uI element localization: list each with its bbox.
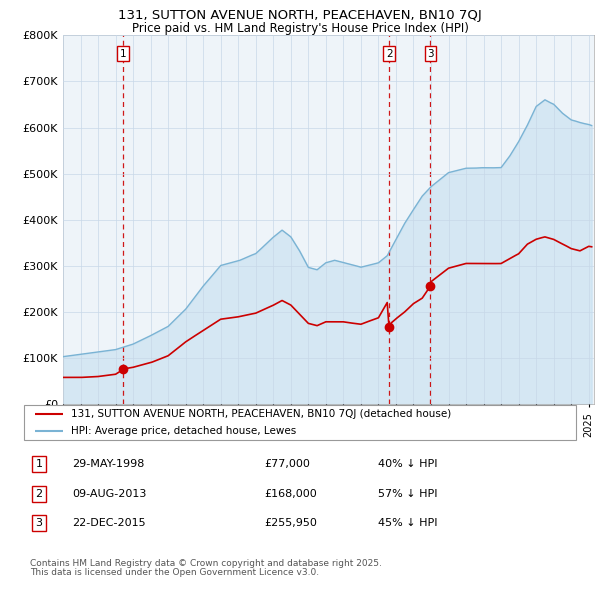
Text: 131, SUTTON AVENUE NORTH, PEACEHAVEN, BN10 7QJ: 131, SUTTON AVENUE NORTH, PEACEHAVEN, BN… <box>118 9 482 22</box>
Text: 29-MAY-1998: 29-MAY-1998 <box>72 460 145 469</box>
Text: 131, SUTTON AVENUE NORTH, PEACEHAVEN, BN10 7QJ (detached house): 131, SUTTON AVENUE NORTH, PEACEHAVEN, BN… <box>71 409 451 419</box>
Text: 3: 3 <box>427 49 434 59</box>
Text: 2: 2 <box>35 489 43 499</box>
Text: This data is licensed under the Open Government Licence v3.0.: This data is licensed under the Open Gov… <box>30 568 319 577</box>
Text: HPI: Average price, detached house, Lewes: HPI: Average price, detached house, Lewe… <box>71 426 296 436</box>
Text: 40% ↓ HPI: 40% ↓ HPI <box>378 460 437 469</box>
Text: £255,950: £255,950 <box>264 519 317 528</box>
Text: 09-AUG-2013: 09-AUG-2013 <box>72 489 146 499</box>
Text: £168,000: £168,000 <box>264 489 317 499</box>
Text: 1: 1 <box>35 460 43 469</box>
Text: Price paid vs. HM Land Registry's House Price Index (HPI): Price paid vs. HM Land Registry's House … <box>131 22 469 35</box>
Text: Contains HM Land Registry data © Crown copyright and database right 2025.: Contains HM Land Registry data © Crown c… <box>30 559 382 568</box>
Text: 3: 3 <box>35 519 43 528</box>
Text: 57% ↓ HPI: 57% ↓ HPI <box>378 489 437 499</box>
Text: 2: 2 <box>386 49 392 59</box>
Text: 1: 1 <box>119 49 126 59</box>
Text: £77,000: £77,000 <box>264 460 310 469</box>
Text: 22-DEC-2015: 22-DEC-2015 <box>72 519 146 528</box>
Text: 45% ↓ HPI: 45% ↓ HPI <box>378 519 437 528</box>
